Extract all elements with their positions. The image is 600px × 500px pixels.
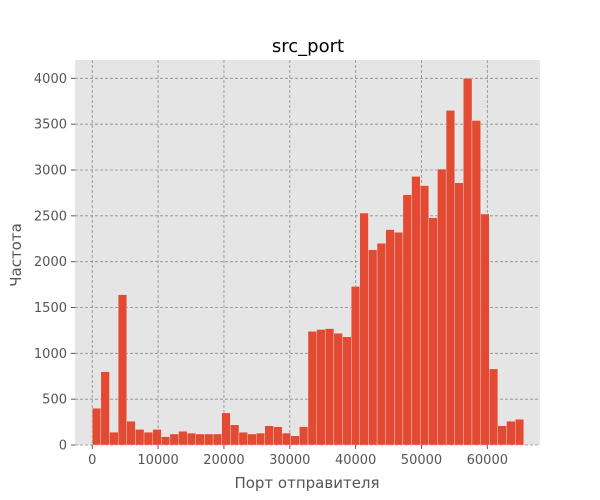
histogram-bar <box>342 336 352 446</box>
y-tick-label: 0 <box>59 439 67 454</box>
x-tick-label: 20000 <box>203 453 244 468</box>
histogram-bar <box>117 294 127 446</box>
histogram-bar <box>325 328 335 446</box>
histogram-bar <box>143 432 153 446</box>
histogram-bar <box>420 185 429 446</box>
y-tick-label: 500 <box>42 393 67 408</box>
histogram-bar <box>100 371 110 446</box>
histogram-bar <box>307 331 317 446</box>
histogram-bar <box>247 433 257 446</box>
histogram-bar <box>385 229 395 446</box>
x-tick-label: 10000 <box>137 453 178 468</box>
histogram-bar <box>480 213 490 446</box>
histogram-bar <box>376 243 386 446</box>
histogram-bar <box>299 426 309 446</box>
histogram-bar <box>351 286 360 446</box>
histogram-bar <box>238 432 248 446</box>
histogram-bar <box>333 333 343 446</box>
y-tick-label: 2500 <box>34 209 67 224</box>
x-tick-label: 0 <box>88 453 96 468</box>
x-tick-label: 30000 <box>269 453 310 468</box>
histogram-bar <box>463 78 473 446</box>
histogram-bar <box>394 232 404 446</box>
y-tick-label: 2000 <box>34 255 67 270</box>
histogram-bar <box>221 412 231 446</box>
y-tick-label: 3000 <box>34 164 67 179</box>
histogram-bar <box>489 368 499 446</box>
histogram-bar <box>178 431 188 446</box>
histogram-bar <box>316 329 326 446</box>
histogram-bar <box>368 249 378 446</box>
histogram-bar <box>402 194 412 446</box>
histogram-bar <box>281 432 291 446</box>
x-tick-label: 60000 <box>467 453 508 468</box>
histogram-bar <box>109 432 119 446</box>
histogram-bar <box>195 433 205 446</box>
histogram-bar <box>290 435 300 446</box>
histogram-bar <box>230 424 240 446</box>
histogram-bar <box>169 433 179 446</box>
y-axis-ticks: 0 500 1000 1500 2000 2500 3000 3500 4000 <box>34 72 75 454</box>
histogram-bar <box>428 217 438 446</box>
y-tick-label: 3500 <box>34 118 67 133</box>
x-axis-ticks: 0 10000 20000 30000 40000 50000 60000 <box>88 445 508 468</box>
histogram-bar <box>204 433 214 446</box>
histogram-bar <box>212 433 222 446</box>
x-axis-label: Порт отправителя <box>234 474 379 492</box>
histogram-bar <box>152 429 162 446</box>
y-axis-label: Частота <box>7 223 25 287</box>
chart-title: src_port <box>272 36 344 57</box>
histogram-bar <box>437 168 447 446</box>
histogram-bar <box>135 429 145 446</box>
histogram-bar <box>161 436 171 446</box>
histogram-bar <box>497 425 507 446</box>
x-tick-label: 50000 <box>401 453 442 468</box>
histogram-bars <box>92 78 524 446</box>
histogram-bar <box>187 432 196 446</box>
histogram-bar <box>506 421 516 446</box>
histogram-bar <box>514 419 524 446</box>
histogram-bar <box>264 425 274 446</box>
histogram-bar <box>454 182 464 446</box>
histogram-bar <box>126 421 136 446</box>
histogram-bar <box>471 120 481 446</box>
histogram-bar <box>445 110 455 446</box>
x-tick-label: 40000 <box>335 453 376 468</box>
y-tick-label: 1000 <box>34 347 67 362</box>
y-tick-label: 4000 <box>34 72 67 87</box>
y-tick-label: 1500 <box>34 301 67 316</box>
histogram-bar <box>92 408 102 446</box>
histogram-bar <box>411 176 421 446</box>
histogram-bar <box>256 432 266 446</box>
histogram-bar <box>359 212 369 446</box>
histogram-bar <box>273 426 283 446</box>
